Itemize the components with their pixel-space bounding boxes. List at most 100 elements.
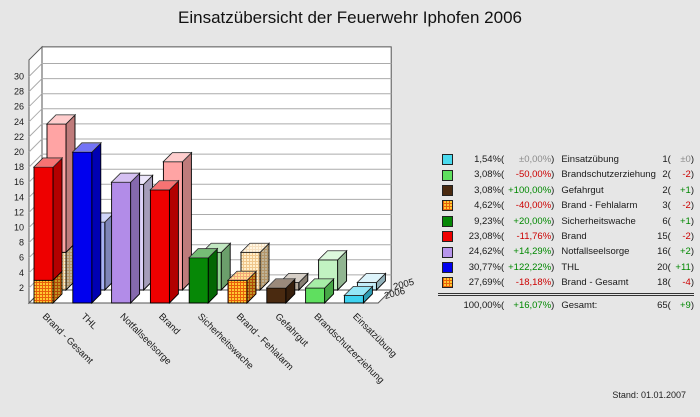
legend-percent: 9,23% [474, 215, 501, 227]
bar-2006-thl [71, 141, 102, 305]
legend-paren: ) [690, 215, 694, 227]
legend-color-swatch [442, 246, 453, 258]
bar-2006-einsatzuebung [343, 285, 374, 305]
legend-count-change: +1 [679, 215, 691, 227]
y-tick-label: 30 [14, 72, 24, 82]
legend-swatch-box [438, 154, 459, 166]
legend-swatch-box [438, 261, 459, 273]
legend-count: 16 [657, 246, 668, 258]
legend-paren: ( [667, 215, 671, 227]
bar-front-face [111, 181, 132, 304]
bar-front-face [72, 151, 93, 304]
legend-paren: ) [551, 230, 555, 242]
y-tick-label: 16 [14, 177, 24, 187]
bar-side-face-shade [53, 271, 62, 303]
legend-paren: ) [551, 184, 555, 196]
bar-side-face-shade [53, 158, 62, 281]
bar-2006-brand-fehlalarm [226, 270, 258, 305]
bar-front-face [305, 287, 326, 304]
legend-swatch-box [438, 215, 459, 227]
bar-top-face [32, 157, 64, 168]
legend-count: 1 [662, 154, 668, 165]
bar-top-face-shade [150, 180, 179, 190]
legend-paren: ( [667, 299, 671, 311]
legend-paren: ( [501, 246, 505, 258]
legend-label: Brand - Gesamt [561, 277, 629, 289]
legend-row-gefahrgut: 3,08%(+100,00%) Gefahrgut 2(+1) [438, 183, 694, 198]
y-tick-label: 20 [14, 147, 24, 157]
gridline-wall-diagonal [28, 93, 43, 108]
gridline-wall-diagonal [28, 138, 43, 153]
legend-label: Sicherheitswache [561, 215, 636, 227]
legend-row-brand: 23,08%(-11,76%) Brand 15(-2) [438, 229, 694, 244]
bar-side-face-shade [221, 243, 231, 290]
legend-paren: ) [551, 299, 555, 311]
legend-total-divider [438, 292, 694, 296]
legend-label: Brandschutzerziehung [561, 169, 656, 181]
legend-count-change: -2 [682, 200, 691, 212]
bar-top-face-shade [318, 250, 347, 260]
legend-row-brandschutzerziehung: 3,08%(-50,00%) Brandschutzerziehung 2(-2) [438, 167, 694, 182]
legend-percent-change: ±0,00% [519, 154, 552, 165]
y-tick-label: 14 [14, 192, 24, 202]
legend-paren: ) [690, 299, 694, 311]
legend-row-sicherheitswache: 9,23%(+20,00%) Sicherheitswache 6(+1) [438, 214, 694, 229]
bar-2006-brand-gesamt [32, 157, 64, 305]
y-tick-label: 24 [14, 117, 24, 127]
legend-percent: 23,08% [468, 230, 501, 242]
y-tick-label: 6 [19, 253, 24, 263]
bar-2006-brand [149, 179, 180, 305]
legend-swatch-box [438, 200, 459, 212]
legend-color-swatch [442, 215, 453, 227]
legend-count-change: -2 [682, 230, 691, 242]
legend-count: 15 [657, 230, 668, 242]
legend-swatch-box [438, 184, 459, 196]
bar-top-face [343, 285, 374, 296]
bar-top-face [356, 272, 387, 283]
y-tick-label: 18 [14, 162, 24, 172]
legend-paren: ( [501, 299, 505, 311]
bar-front-face [33, 279, 54, 304]
legend-paren: ) [690, 184, 694, 196]
bar-top-face-shade [228, 271, 256, 281]
bar-side-face-shade [247, 271, 256, 303]
legend-swatch-box [438, 277, 459, 289]
legend-label: Gesamt: [561, 299, 598, 311]
legend: 1,54%(±0,00%) Einsatzübung 1(±0) 3,08%(-50,… [438, 152, 694, 313]
legend-count: 2 [662, 184, 668, 196]
legend-count: 65 [657, 299, 668, 311]
y-tick-label: 12 [14, 207, 24, 217]
y-tick-label: 26 [14, 102, 24, 112]
bar-side-face-shade [285, 278, 295, 303]
legend-color-swatch [442, 231, 453, 243]
legend-count-change: +2 [679, 246, 691, 258]
bar-top-face [265, 278, 296, 289]
bar-front-face [149, 189, 170, 304]
legend-percent-change: +122,22% [508, 261, 552, 273]
bar-side-face-shade [169, 180, 179, 303]
legend-percent-change: +20,00% [513, 215, 552, 227]
bar-top-face [188, 248, 219, 259]
bar-side-face-shade [182, 152, 192, 290]
legend-paren: ( [501, 154, 505, 165]
legend-count-change: -2 [682, 169, 691, 181]
legend-percent-change: +14,29% [513, 246, 552, 258]
bar-top-face-shade [111, 173, 140, 183]
y-tick-label: 10 [14, 223, 24, 233]
page-title: Einsatzübersicht der Feuerwehr Iphofen 2… [178, 8, 522, 27]
legend-percent: 3,08% [474, 169, 501, 181]
legend-percent-change: -11,76% [516, 230, 552, 242]
bar-top-face [45, 114, 77, 125]
legend-label: Notfallseelsorge [561, 246, 630, 258]
gridline-wall-diagonal [28, 78, 43, 92]
legend-percent: 100,00% [463, 299, 501, 311]
legend-paren: ) [551, 200, 555, 212]
legend-percent: 3,08% [474, 184, 501, 196]
bar-top-face [239, 242, 271, 253]
x-category-label: THL [79, 311, 99, 331]
legend-percent-change: -50,00% [515, 169, 552, 181]
legend-paren: ) [690, 200, 694, 212]
legend-paren: ) [690, 261, 694, 273]
bar-side-face-shade [130, 173, 140, 303]
